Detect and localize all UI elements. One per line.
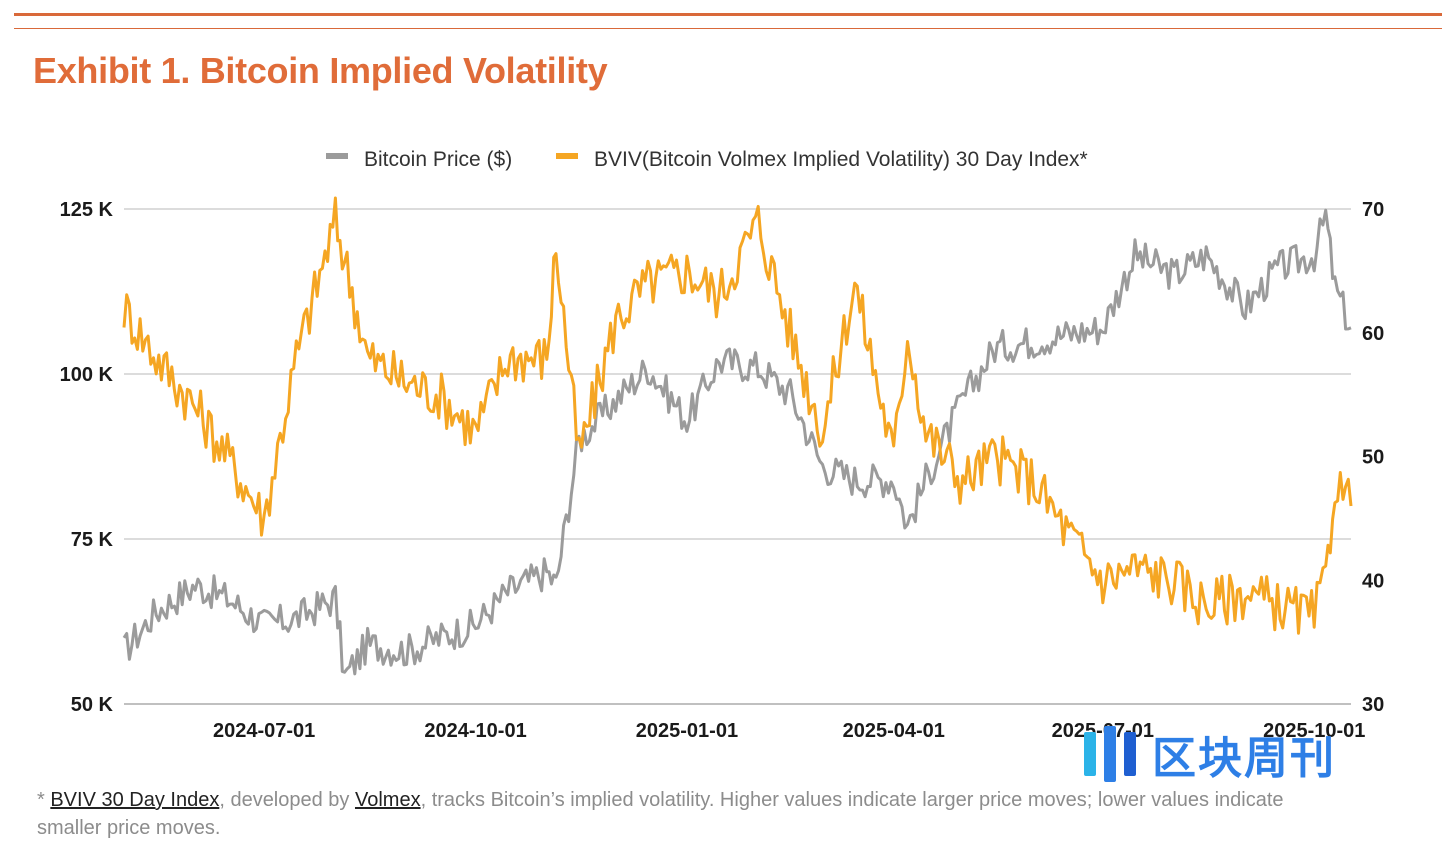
right-axis: 30 40 50 60 70 [1362, 199, 1384, 716]
footnote-prefix: * [37, 789, 51, 811]
watermark-text: 区块周刊 [1152, 733, 1336, 784]
watermark: 区块周刊 [1082, 722, 1336, 786]
y-left-tick-label: 50 K [71, 694, 114, 716]
bviv-index-link[interactable]: BVIV 30 Day Index [50, 789, 220, 811]
legend: Bitcoin Price ($) BVIV(Bitcoin Volmex Imp… [326, 148, 1088, 171]
x-axis: 2024-07-01 2024-10-01 2025-01-01 2025-04-01… [213, 720, 1365, 742]
legend-swatch [326, 153, 348, 159]
y-right-tick-label: 70 [1362, 199, 1384, 221]
y-right-tick-label: 40 [1362, 570, 1384, 592]
y-right-tick-label: 50 [1362, 447, 1384, 469]
x-tick-label: 2024-10-01 [424, 720, 526, 742]
y-left-tick-label: 100 K [60, 364, 114, 386]
series-line-bitcoin-price [122, 208, 1352, 676]
volmex-link[interactable]: Volmex [354, 789, 421, 811]
top-thin-rule [14, 28, 1442, 29]
legend-swatch [556, 153, 578, 159]
legend-label: BVIV(Bitcoin Volmex Implied Volatility) … [594, 148, 1088, 171]
y-left-tick-label: 75 K [71, 529, 114, 551]
y-right-tick-label: 30 [1362, 694, 1384, 716]
watermark-logo-icon [1082, 724, 1140, 784]
series-line-bviv [122, 196, 1353, 635]
x-tick-label: 2025-04-01 [843, 720, 945, 742]
footnote: * BVIV 30 Day Index, developed by Volmex… [37, 786, 1307, 842]
y-left-tick-label: 125 K [60, 199, 114, 221]
y-right-tick-label: 60 [1362, 323, 1384, 345]
footnote-mid: , developed by [219, 789, 355, 811]
top-rule [14, 13, 1442, 16]
gridlines [124, 208, 1351, 705]
x-tick-label: 2024-07-01 [213, 720, 315, 742]
x-tick-label: 2025-10-01 [1263, 720, 1365, 742]
left-axis: 50 K 75 K 100 K 125 K [60, 199, 114, 716]
footnote-rest: , tracks Bitcoin’s implied volatility. H… [37, 789, 1284, 839]
series-lines [122, 196, 1353, 676]
x-tick-label: 2025-01-01 [636, 720, 738, 742]
legend-label: Bitcoin Price ($) [364, 148, 512, 171]
chart-title: Exhibit 1. Bitcoin Implied Volatility [33, 50, 608, 91]
